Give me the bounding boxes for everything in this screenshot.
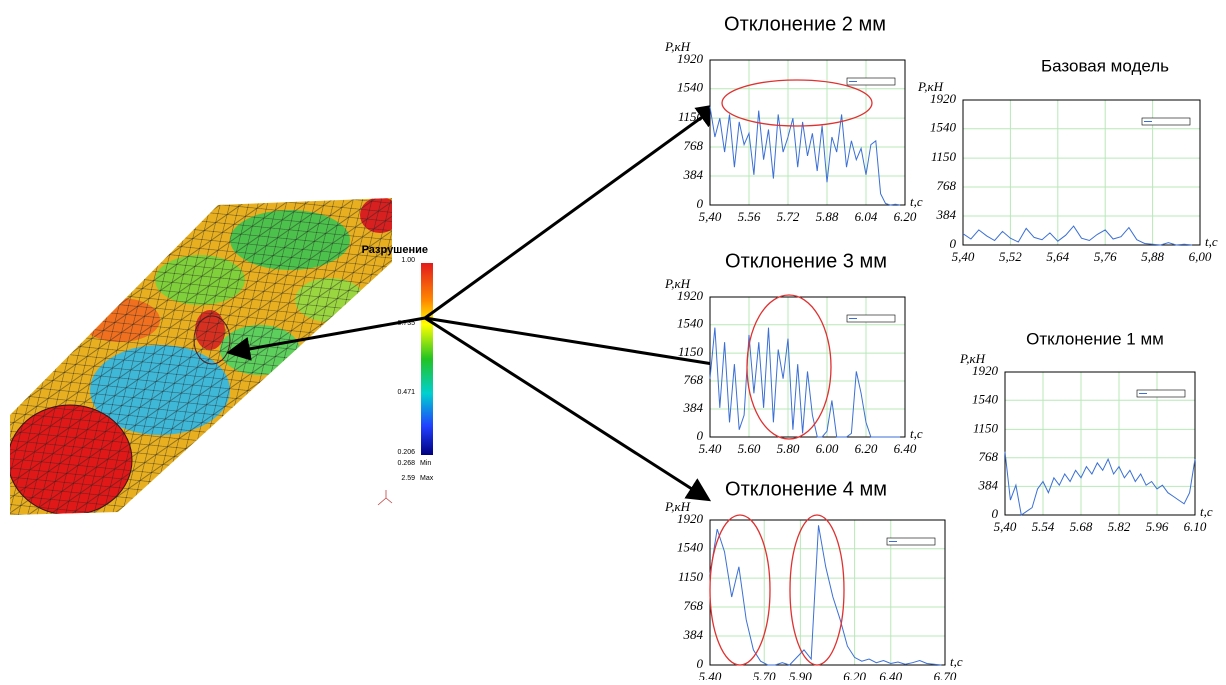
y-tick-label: 384 [936, 207, 957, 222]
x-axis-label: t,c [910, 426, 923, 441]
y-tick-label: 0 [992, 506, 999, 521]
x-tick-label: 5,40 [994, 519, 1017, 534]
x-tick-label: 6.04 [855, 209, 878, 224]
x-tick-label: 6.00 [816, 441, 839, 456]
x-tick-label: 5.40 [699, 441, 722, 456]
colorbar-title: Разрушение [362, 244, 428, 256]
y-tick-label: 0 [950, 236, 957, 251]
x-tick-label: 5,40 [952, 249, 975, 264]
x-axis-label: t,c [910, 194, 923, 209]
colorbar-max: 2.59 [401, 475, 415, 482]
colorbar-max-label: Max [420, 475, 434, 482]
y-tick-label: 768 [937, 178, 957, 193]
chart: Базовая модель 5,40 5,52 5,64 5,76 5,88 6,00 0 3… [917, 56, 1218, 264]
y-tick-label: 1150 [931, 149, 957, 164]
y-axis-label: P,кН [664, 499, 691, 514]
chart-title: Базовая модель [1041, 56, 1169, 75]
chart: Отклонение 1 мм 5,40 5.54 5.68 5.82 5.96 6.10 0… [959, 329, 1213, 534]
y-tick-label: 1540 [677, 540, 704, 555]
y-axis-label: P,кН [664, 276, 691, 291]
y-tick-label: 768 [684, 598, 704, 613]
chart-title: Отклонение 1 мм [1026, 329, 1164, 348]
colorbar-min-label: Min [420, 460, 431, 467]
x-tick-label: 5.96 [1146, 519, 1169, 534]
x-tick-label: 6.70 [934, 669, 957, 680]
x-tick-label: 6.40 [894, 441, 917, 456]
colorbar-label: 1.00 [401, 257, 415, 264]
y-tick-label: 0 [697, 656, 704, 671]
y-tick-label: 1540 [972, 391, 999, 406]
y-tick-label: 0 [697, 196, 704, 211]
y-tick-label: 1540 [677, 316, 704, 331]
x-tick-label: 5.90 [789, 669, 812, 680]
y-tick-label: 768 [684, 138, 704, 153]
charts: Отклонение 2 мм 5,40 5.56 5.72 5.88 6.04 6.20 0… [664, 13, 1218, 680]
y-tick-label: 1540 [930, 120, 957, 135]
x-tick-label: 5.56 [738, 209, 761, 224]
y-tick-label: 1150 [678, 344, 704, 359]
pipe-render [0, 190, 400, 520]
chart-title: Отклонение 3 мм [725, 250, 887, 272]
chart-title: Отклонение 4 мм [725, 478, 887, 500]
y-tick-label: 768 [979, 449, 999, 464]
y-tick-label: 384 [683, 627, 704, 642]
x-tick-label: 5,76 [1094, 249, 1117, 264]
y-tick-label: 1150 [678, 569, 704, 584]
x-tick-label: 5.72 [777, 209, 800, 224]
x-tick-label: 5.60 [738, 441, 761, 456]
y-tick-label: 0 [697, 428, 704, 443]
x-tick-label: 6,00 [1189, 249, 1212, 264]
x-tick-label: 5.68 [1070, 519, 1093, 534]
x-tick-label: 5,40 [699, 209, 722, 224]
y-tick-label: 1540 [677, 80, 704, 95]
x-tick-label: 5.82 [1108, 519, 1131, 534]
y-axis-label: P,кН [917, 79, 944, 94]
colorbar-label: 0.471 [397, 389, 415, 396]
colorbar-label: 0.206 [397, 449, 415, 456]
x-axis-label: t,c [1205, 234, 1218, 249]
colorbar-min: 0.268 [397, 460, 415, 467]
y-tick-label: 1150 [678, 109, 704, 124]
x-tick-label: 6.20 [855, 441, 878, 456]
x-tick-label: 6.10 [1184, 519, 1207, 534]
x-tick-label: 5.54 [1032, 519, 1055, 534]
y-tick-label: 768 [684, 372, 704, 387]
x-tick-label: 5,88 [1141, 249, 1164, 264]
chart: Отклонение 3 мм 5.40 5.60 5.80 6.00 6.20 6.40 0… [664, 250, 923, 456]
y-tick-label: 384 [683, 400, 704, 415]
y-tick-label: 1150 [973, 420, 999, 435]
x-tick-label: 6.40 [879, 669, 902, 680]
axis-triad [378, 490, 392, 505]
y-axis-label: P,кН [959, 351, 986, 366]
x-tick-label: 6.20 [843, 669, 866, 680]
y-tick-label: 384 [683, 167, 704, 182]
y-tick-label: 384 [978, 477, 999, 492]
x-tick-label: 5,64 [1046, 249, 1069, 264]
x-tick-label: 5.88 [816, 209, 839, 224]
x-tick-label: 5.70 [753, 669, 776, 680]
x-tick-label: 6.20 [894, 209, 917, 224]
x-axis-label: t,c [950, 654, 963, 669]
x-tick-label: 5.80 [777, 441, 800, 456]
chart: Отклонение 2 мм 5,40 5.56 5.72 5.88 6.04 6.20 0… [664, 13, 923, 224]
y-axis-label: P,кН [664, 39, 691, 54]
slide: Разрушение 1.00 0.735 0.471 0.206 0.268 … [0, 0, 1226, 680]
x-axis-label: t,c [1200, 504, 1213, 519]
x-tick-label: 5,52 [999, 249, 1022, 264]
chart-title: Отклонение 2 мм [724, 13, 886, 35]
